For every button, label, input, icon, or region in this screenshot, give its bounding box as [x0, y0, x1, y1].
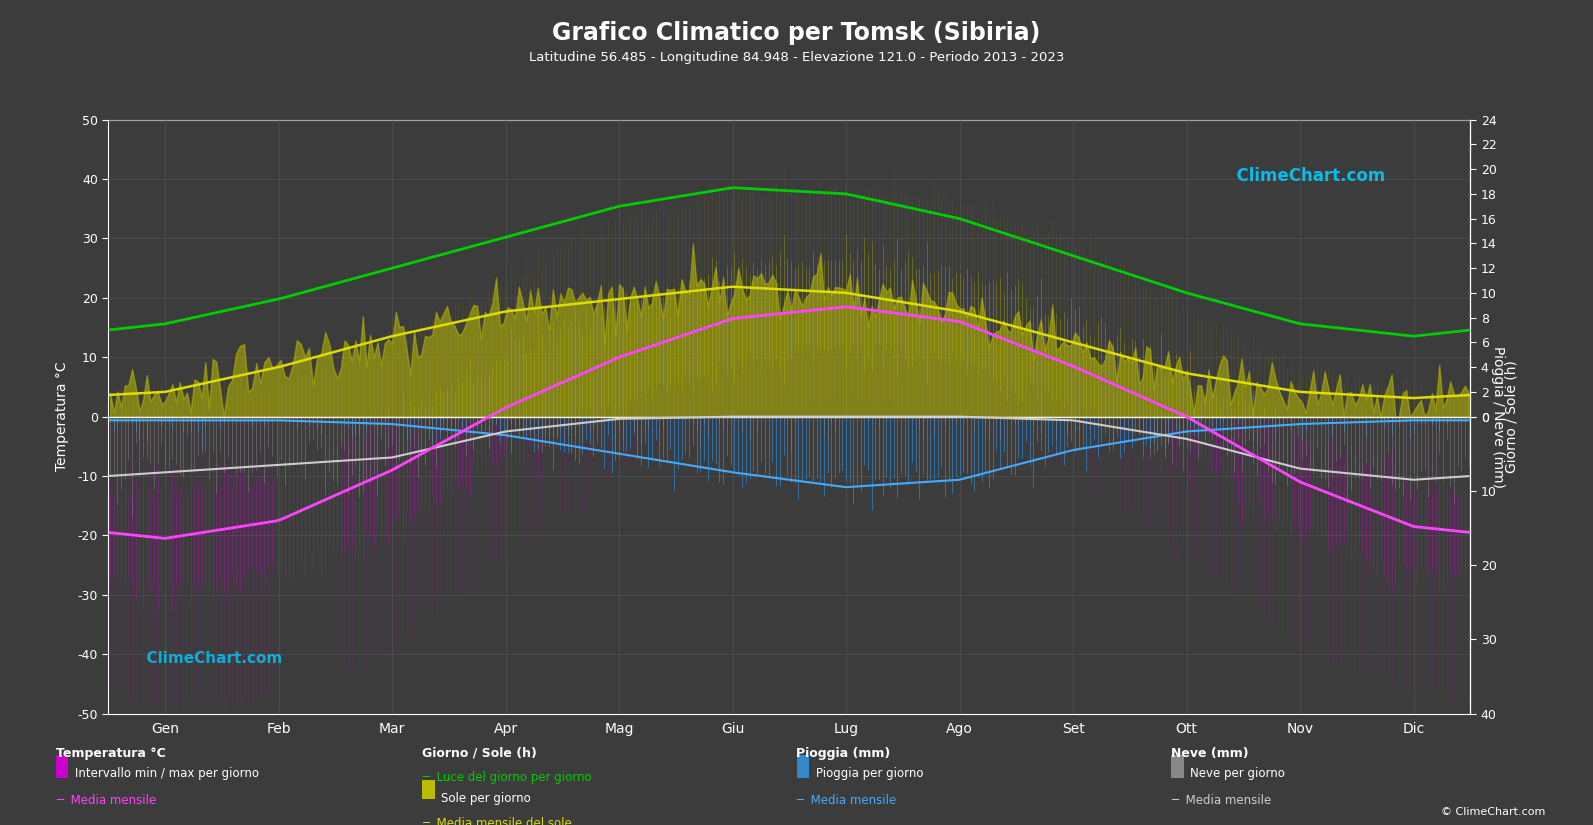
Text: Grafico Climatico per Tomsk (Sibiria): Grafico Climatico per Tomsk (Sibiria) [553, 21, 1040, 45]
Text: ─  Media mensile del sole: ─ Media mensile del sole [422, 817, 572, 825]
Text: Latitudine 56.485 - Longitudine 84.948 - Elevazione 121.0 - Periodo 2013 - 2023: Latitudine 56.485 - Longitudine 84.948 -… [529, 51, 1064, 64]
Text: Neve per giorno: Neve per giorno [1190, 767, 1286, 780]
Text: © ClimeChart.com: © ClimeChart.com [1440, 807, 1545, 817]
Text: Intervallo min / max per giorno: Intervallo min / max per giorno [75, 767, 260, 780]
Text: ─  Luce del giorno per giorno: ─ Luce del giorno per giorno [422, 771, 591, 785]
Text: ─  Media mensile: ─ Media mensile [1171, 794, 1271, 807]
Y-axis label: Pioggia / Neve (mm): Pioggia / Neve (mm) [1491, 346, 1505, 488]
Text: ─  Media mensile: ─ Media mensile [796, 794, 897, 807]
Text: Neve (mm): Neve (mm) [1171, 747, 1249, 760]
Text: Sole per giorno: Sole per giorno [441, 792, 530, 805]
Text: Pioggia per giorno: Pioggia per giorno [816, 767, 922, 780]
Text: ClimeChart.com: ClimeChart.com [135, 651, 282, 666]
Y-axis label: Temperatura °C: Temperatura °C [56, 362, 68, 471]
Text: Pioggia (mm): Pioggia (mm) [796, 747, 890, 760]
Text: Temperatura °C: Temperatura °C [56, 747, 166, 760]
Y-axis label: Giorno / Sole (h): Giorno / Sole (h) [1505, 361, 1520, 473]
Text: ClimeChart.com: ClimeChart.com [1225, 167, 1386, 185]
Text: ─  Media mensile: ─ Media mensile [56, 794, 156, 807]
Text: Giorno / Sole (h): Giorno / Sole (h) [422, 747, 537, 760]
